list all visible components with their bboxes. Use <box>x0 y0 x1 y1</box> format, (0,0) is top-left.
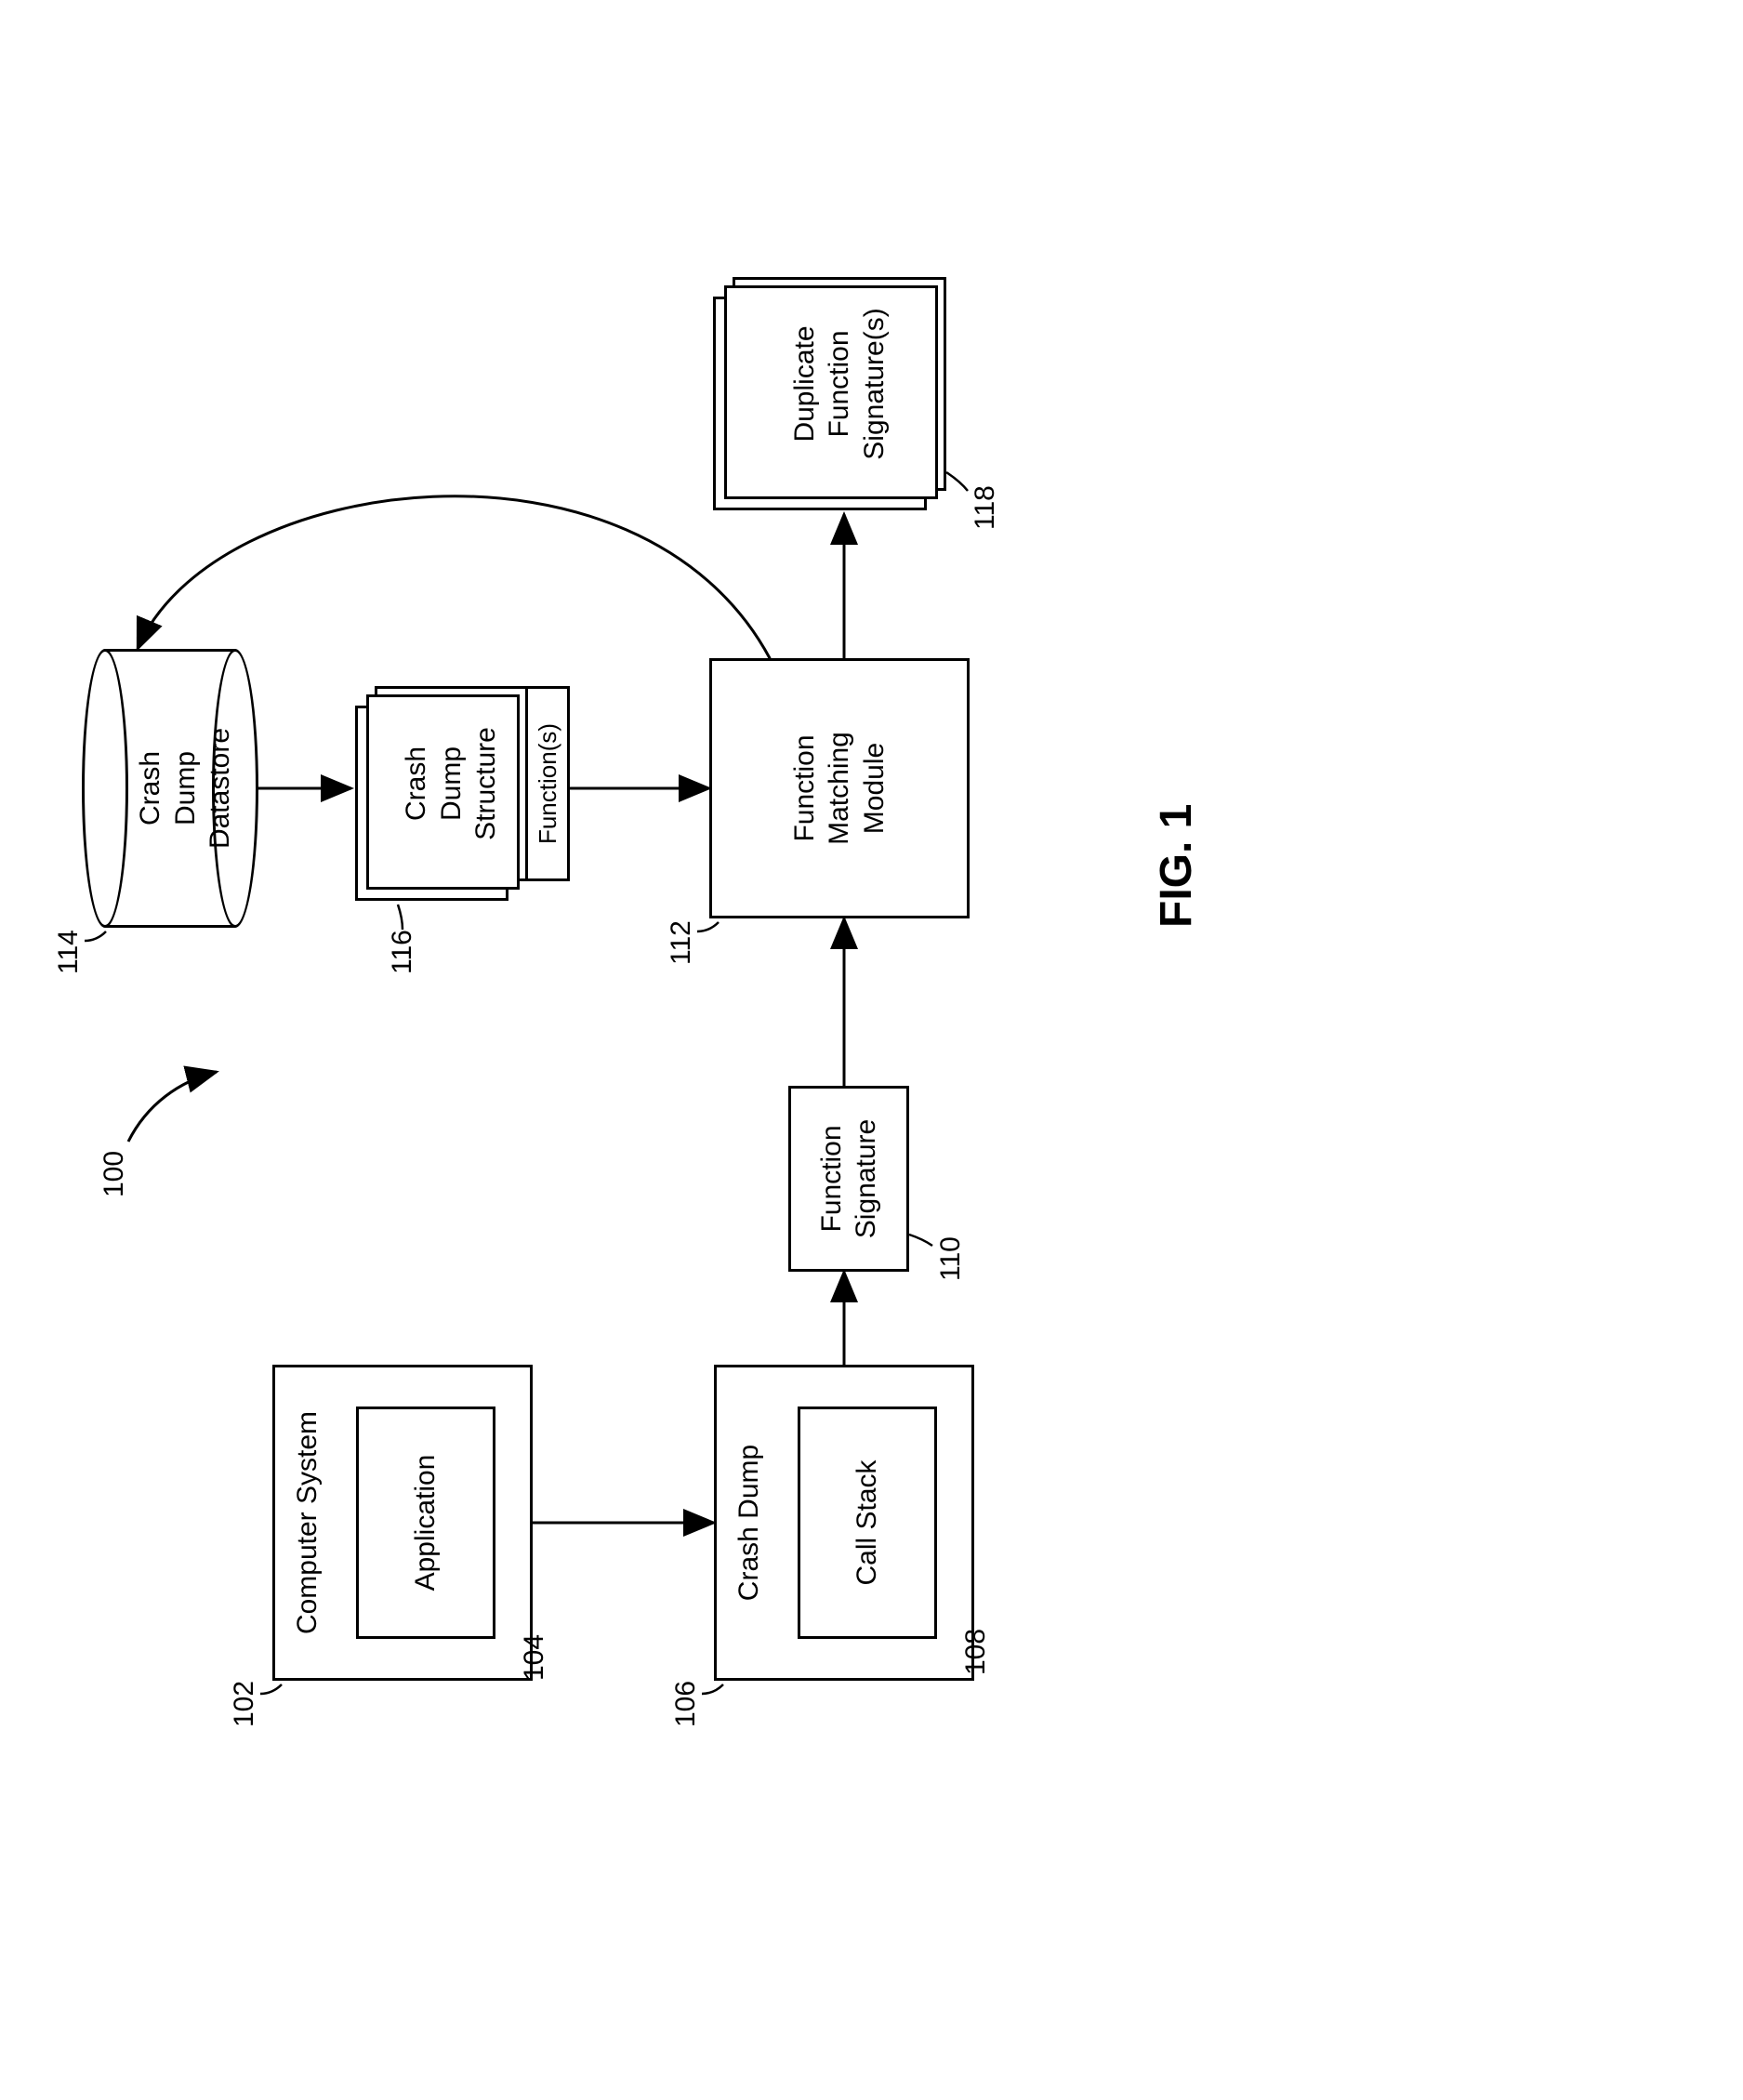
node-datastore: Crash Dump Datastore <box>82 649 258 928</box>
figure-title: FIG. 1 <box>1151 804 1202 928</box>
node-datastore-label: Crash Dump Datastore <box>133 649 238 928</box>
leader-118 <box>946 472 968 491</box>
node-cd-functions: Function(s) <box>525 686 570 881</box>
ref-104: 104 <box>519 1634 550 1681</box>
node-function-signature: Function Signature <box>788 1086 909 1272</box>
node-cd-functions-label: Function(s) <box>533 723 563 844</box>
node-call-stack: Call Stack <box>798 1407 937 1639</box>
diagram-canvas: Computer System Application 102 104 Cras… <box>0 179 1743 1922</box>
ref-118: 118 <box>970 485 1001 530</box>
leader-114 <box>85 931 106 941</box>
leader-110 <box>909 1235 932 1246</box>
node-application: Application <box>356 1407 495 1639</box>
ref-110: 110 <box>935 1236 967 1281</box>
ref-102: 102 <box>229 1681 260 1727</box>
ref-100: 100 <box>99 1151 130 1197</box>
node-cd-structure: Crash Dump Structure <box>375 686 528 881</box>
ref-112: 112 <box>666 920 697 965</box>
node-call-stack-label: Call Stack <box>850 1459 885 1585</box>
ref-108: 108 <box>960 1629 992 1675</box>
node-application-label: Application <box>408 1455 443 1592</box>
node-matching-module-label: Function Matching Module <box>787 732 892 845</box>
ref-114: 114 <box>53 930 85 974</box>
node-crash-dump-label: Crash Dump <box>732 1445 767 1601</box>
node-dup-sigs-label: Duplicate Function Signature(s) <box>787 308 892 459</box>
node-matching-module: Function Matching Module <box>709 658 970 918</box>
node-computer-system-label: Computer System <box>290 1411 325 1634</box>
system-ref-arrow <box>128 1072 217 1142</box>
node-cd-structure-label: Crash Dump Structure <box>399 727 504 840</box>
ref-116: 116 <box>387 930 418 974</box>
edge-matching-to-datastore-curve <box>138 496 770 658</box>
node-function-signature-label: Function Signature <box>814 1119 884 1238</box>
leader-106 <box>702 1684 723 1694</box>
leader-102 <box>260 1684 282 1694</box>
leader-116 <box>398 905 403 930</box>
ref-106: 106 <box>670 1681 702 1727</box>
node-dup-sigs: Duplicate Function Signature(s) <box>733 277 946 491</box>
leader-112 <box>697 922 719 931</box>
